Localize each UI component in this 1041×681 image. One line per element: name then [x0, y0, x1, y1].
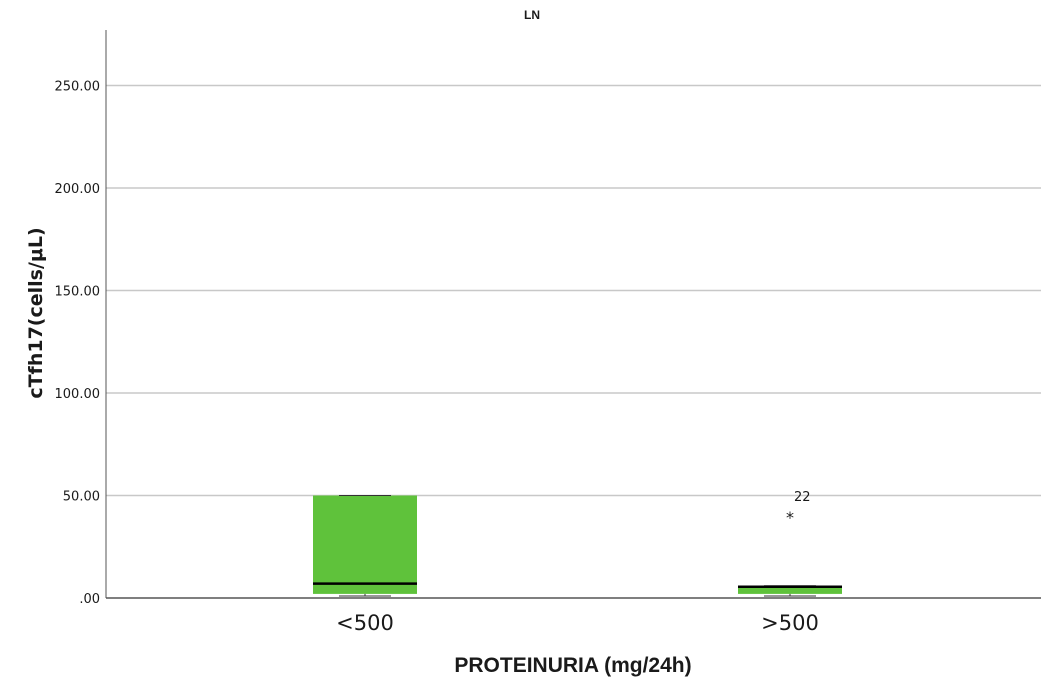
x-tick-labels: <500 >500 [336, 611, 819, 635]
y-tick-label: 50.00 [63, 490, 100, 505]
chart-title: LN [524, 8, 540, 22]
y-tick-label: 250.00 [55, 80, 101, 95]
y-axis-label: cTfh17(cells/μL) [25, 227, 47, 398]
box-iqr [313, 495, 417, 594]
axes [105, 30, 1041, 599]
box-group: *22 [738, 490, 842, 597]
x-tick-label: <500 [336, 611, 394, 635]
y-tick-label: 200.00 [55, 182, 101, 197]
y-tick-labels: .00 50.00 100.00 150.00 200.00 250.00 [55, 80, 101, 608]
y-tick-label: .00 [79, 592, 100, 607]
x-axis-label: PROTEINURIA (mg/24h) [454, 654, 691, 677]
box-group [313, 495, 417, 597]
box-iqr [738, 585, 842, 594]
outlier-marker: * [786, 508, 794, 527]
y-tick-label: 150.00 [55, 285, 101, 300]
gridlines [106, 84, 1041, 497]
boxes: *22 [313, 490, 842, 597]
outlier-label: 22 [794, 490, 811, 505]
y-tick-label: 100.00 [55, 387, 101, 402]
x-tick-label: >500 [761, 611, 819, 635]
